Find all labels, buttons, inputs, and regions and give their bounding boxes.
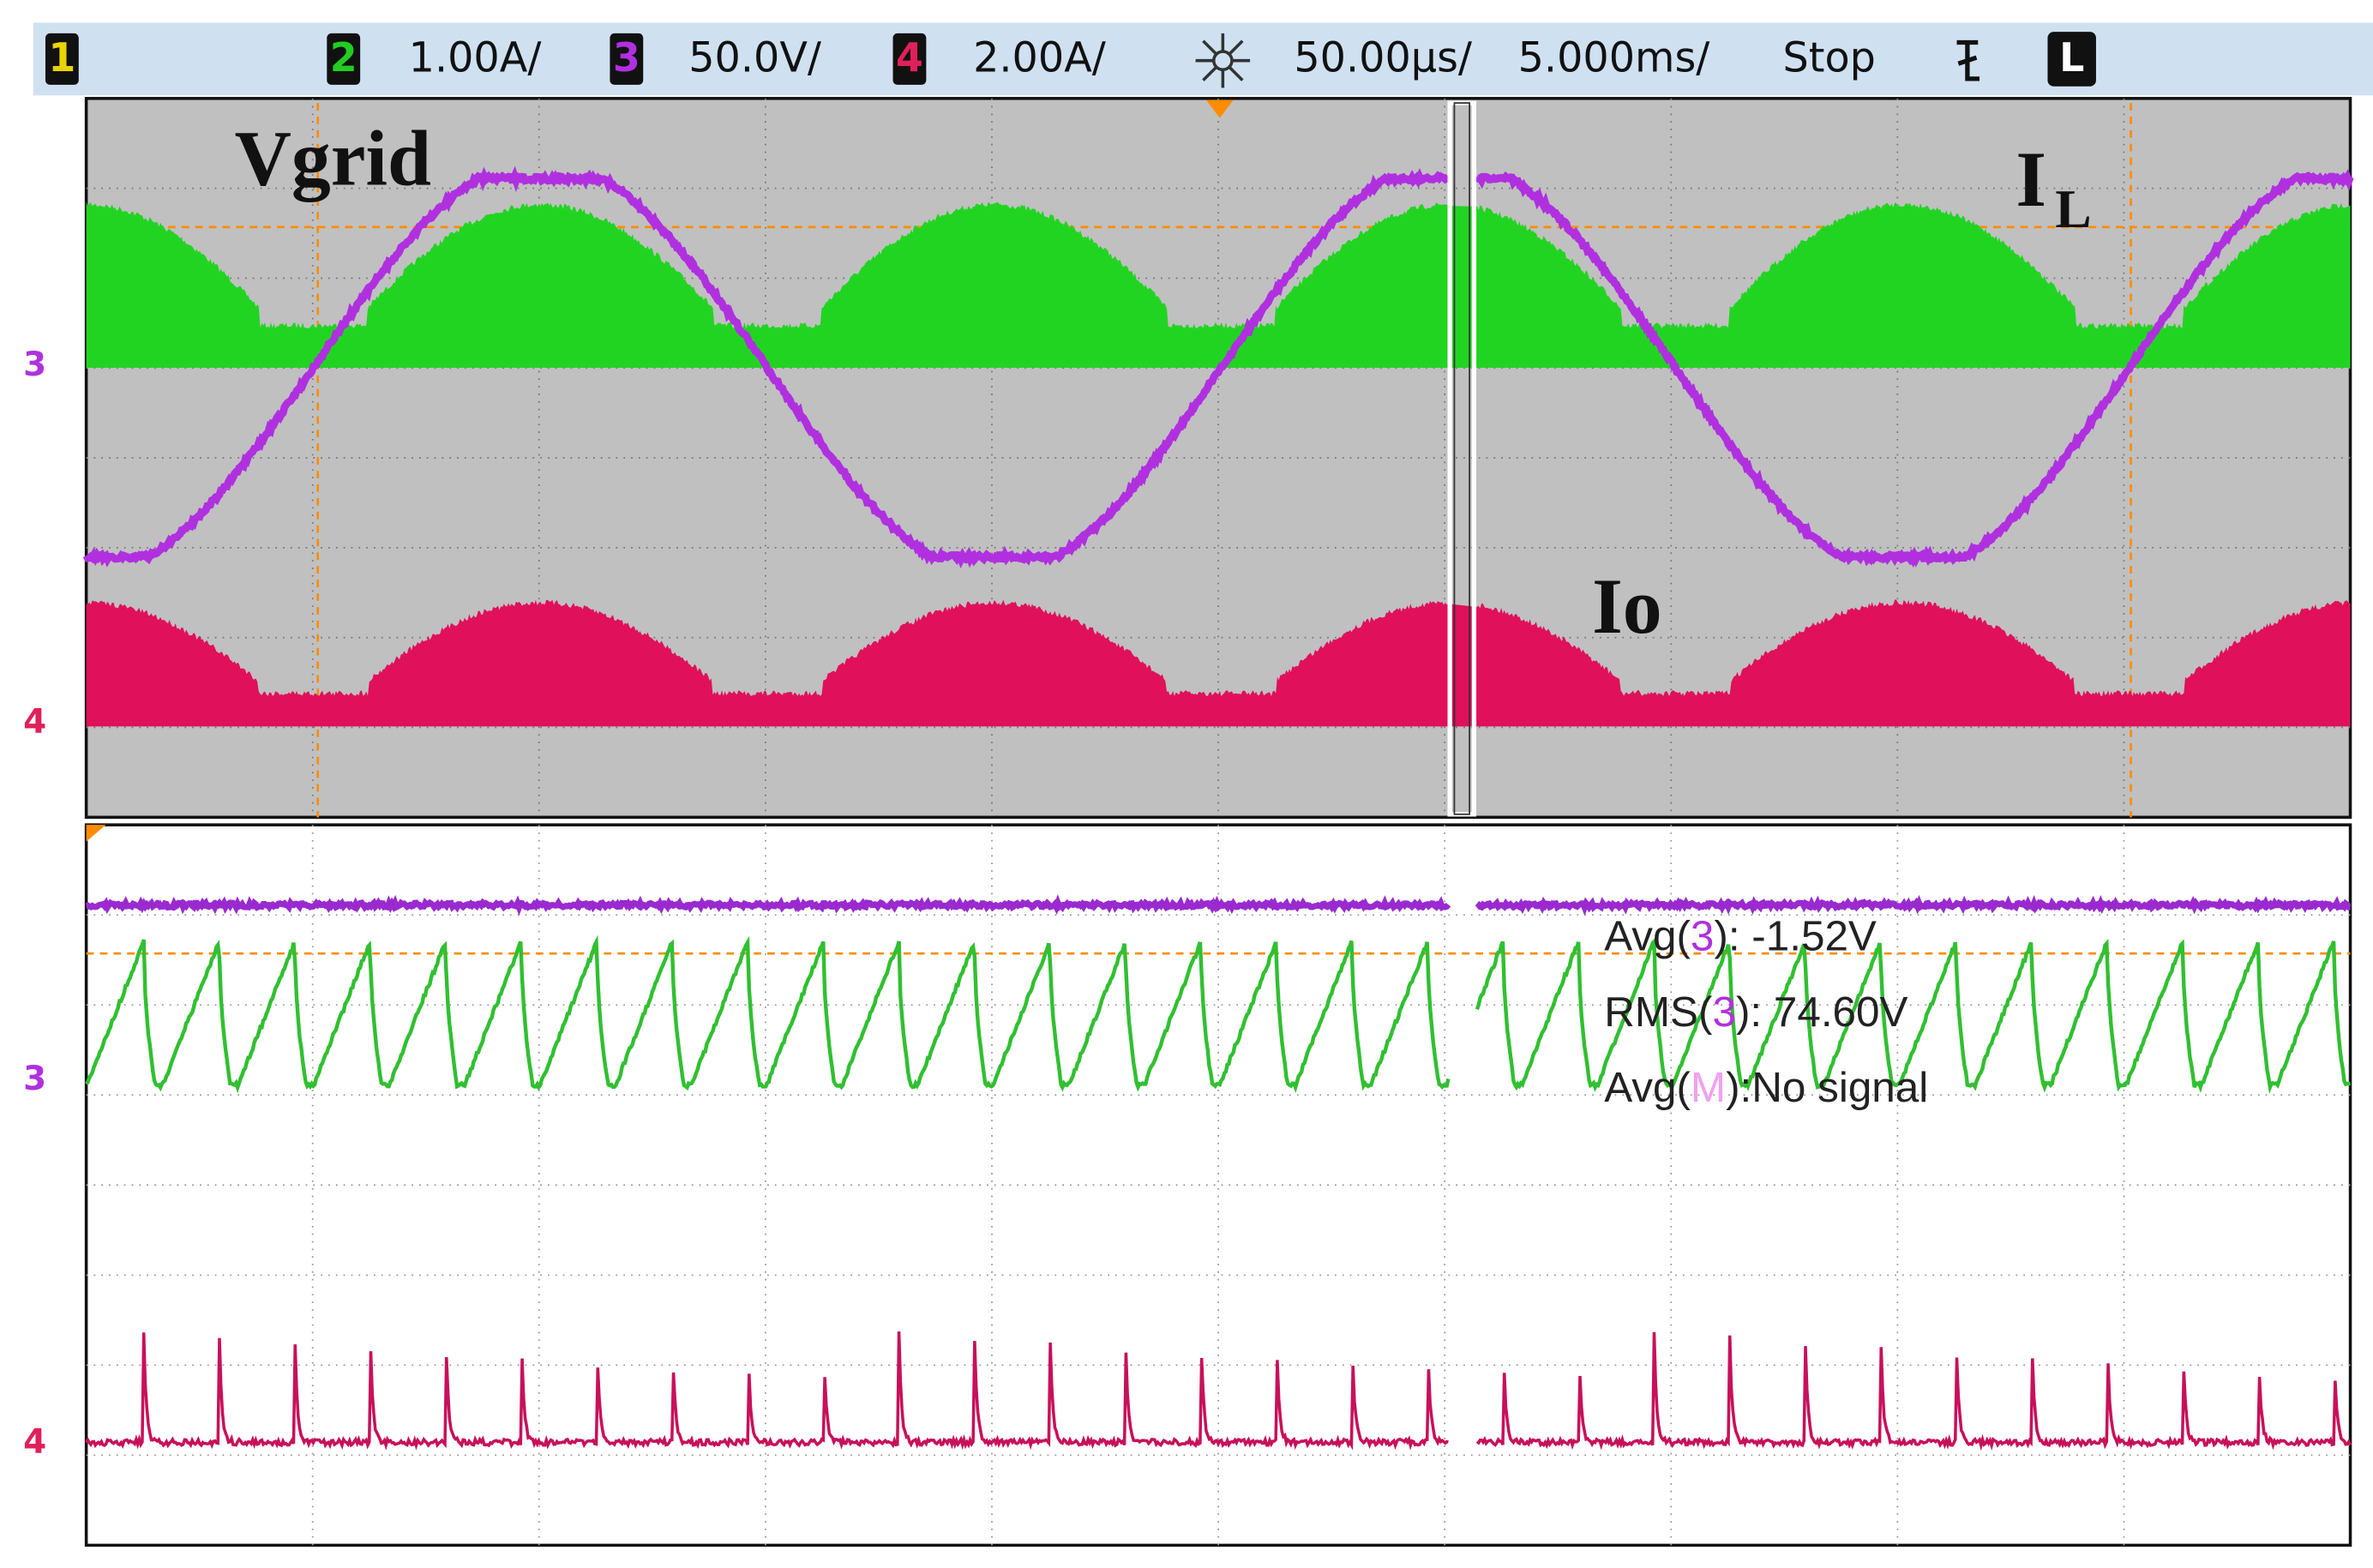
- measurement: Avg(3): -1.52V: [1604, 913, 1877, 960]
- vgrid-zoom: [85, 894, 2352, 916]
- ch3-box: [610, 33, 644, 85]
- ch1-label: 1: [48, 34, 75, 81]
- trigger-marker: [1205, 99, 1234, 118]
- io-waveform: [86, 599, 2351, 727]
- time-scale: 50.00µs/: [1294, 35, 1473, 82]
- zoom-trigger-marker: [86, 825, 106, 842]
- trigger-icon: [1956, 39, 1980, 81]
- vgrid-label: Vgrid: [235, 114, 431, 201]
- ch3-marker: 3: [23, 345, 46, 384]
- ch2-label: 2: [330, 34, 357, 81]
- ch2-box: [327, 33, 361, 85]
- run-state: Stop: [1783, 35, 1876, 82]
- ch4-box: [892, 33, 927, 85]
- io-zoom: [85, 1331, 2352, 1451]
- ch2-scale: 1.00A/: [409, 35, 543, 82]
- ch3-scale: 50.0V/: [688, 35, 822, 82]
- zoom-scale: 5.000ms/: [1518, 35, 1711, 82]
- measurement-suffix: ):No signal: [1726, 1064, 1928, 1111]
- ch3-marker-zoom: 3: [23, 1060, 46, 1098]
- io-label: Io: [1592, 562, 1662, 650]
- ch3-label: 3: [613, 34, 640, 81]
- measurement-suffix: ): 74.60V: [1736, 988, 1908, 1036]
- measurement-channel: 3: [1712, 988, 1735, 1036]
- measurement-suffix: ): -1.52V: [1714, 913, 1877, 960]
- measurement: Avg(M):No signal: [1604, 1064, 1928, 1111]
- zoom-window-inner: [1453, 102, 1470, 815]
- measurement-channel: M: [1691, 1064, 1726, 1111]
- il-subscript: L: [2055, 178, 2091, 239]
- trigger-mode-box: [2047, 32, 2096, 87]
- waveforms: [82, 165, 2354, 1451]
- trigger-mode: L: [2059, 34, 2084, 81]
- ch4-marker: 4: [23, 702, 46, 741]
- il-zoom: [84, 934, 2352, 1094]
- ch4-marker-zoom: 4: [23, 1423, 46, 1462]
- measurement: RMS(3): 74.60V: [1604, 988, 1907, 1036]
- measurement-prefix: Avg(: [1604, 1064, 1691, 1111]
- measurement-channel: 3: [1691, 913, 1714, 960]
- acquire-icon: [1195, 33, 1251, 88]
- il-waveform: [86, 201, 2351, 369]
- ch4-label: 4: [896, 34, 923, 81]
- ch1-box: [45, 33, 79, 85]
- vgrid-waveform: [82, 165, 2354, 569]
- il-label: I: [2016, 135, 2046, 223]
- measurement-prefix: Avg(: [1604, 913, 1691, 960]
- zoom-panel: [84, 823, 2352, 1547]
- ch4-scale: 2.00A/: [973, 35, 1107, 82]
- measurement-prefix: RMS(: [1604, 988, 1713, 1036]
